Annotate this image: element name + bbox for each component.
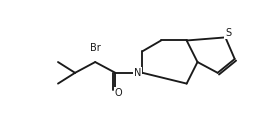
Text: Br: Br [90,43,101,53]
Text: O: O [115,88,122,98]
Text: S: S [225,28,232,38]
Text: N: N [134,68,142,78]
